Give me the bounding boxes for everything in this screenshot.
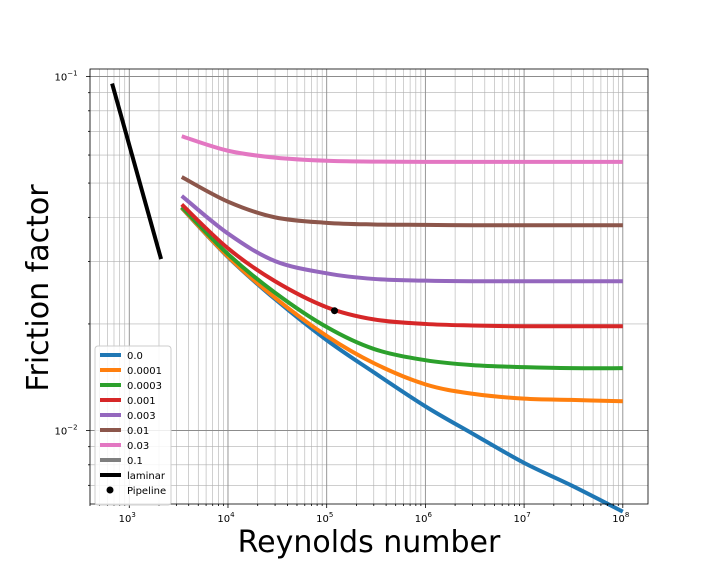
legend-label: laminar xyxy=(127,471,166,482)
series-line-0-03 xyxy=(181,134,623,164)
minor-grid xyxy=(89,69,648,504)
legend: 0.0 0.0001 0.0003 0.001 0.003 0.01 0.03 0.1 lami… xyxy=(94,345,172,506)
x-axis-title: Reynolds number xyxy=(238,525,501,560)
series-line-0-0001 xyxy=(180,206,623,404)
series-line-0-001 xyxy=(180,203,623,329)
x-tick-label: 108 xyxy=(612,511,629,525)
x-tick-label: 107 xyxy=(513,511,530,525)
x-tick-base: 10 xyxy=(612,514,625,525)
legend-label: 0.0 xyxy=(127,351,143,362)
y-tick-label: 10−1 xyxy=(54,70,77,84)
y-axis-title: Friction factor xyxy=(21,184,56,392)
y-tick-exponent: −1 xyxy=(67,70,77,78)
x-tick-exponent: 7 xyxy=(526,511,530,519)
legend-label: 0.001 xyxy=(127,396,156,407)
legend-label: 0.003 xyxy=(127,411,156,422)
y-tick-label: 10−2 xyxy=(54,424,77,438)
x-tick-label: 104 xyxy=(217,511,235,525)
series-line-laminar xyxy=(110,83,164,260)
x-tick-exponent: 4 xyxy=(230,511,235,519)
series-line-0-003 xyxy=(180,194,623,284)
y-tick-base: 10 xyxy=(54,73,67,84)
x-tick-label: 103 xyxy=(119,511,136,525)
x-tick-base: 10 xyxy=(316,514,329,525)
legend-marker xyxy=(106,486,114,494)
points-layer xyxy=(331,307,339,315)
legend-label: 0.0001 xyxy=(127,366,162,377)
x-tick-base: 10 xyxy=(217,514,230,525)
x-tick-base: 10 xyxy=(513,514,526,525)
plot-area xyxy=(89,68,649,514)
y-axis-ticks: 10−210−1 xyxy=(54,70,90,486)
x-tick-exponent: 8 xyxy=(625,511,629,519)
x-tick-exponent: 3 xyxy=(131,511,135,519)
legend-label: 0.1 xyxy=(127,456,143,467)
pipeline-point xyxy=(331,307,339,315)
plot-background xyxy=(90,69,648,504)
y-tick-base: 10 xyxy=(54,427,67,438)
legend-label: Pipeline xyxy=(127,486,166,497)
x-tick-exponent: 5 xyxy=(329,511,333,519)
plot-frame xyxy=(89,68,649,505)
x-tick-base: 10 xyxy=(119,514,132,525)
x-tick-exponent: 6 xyxy=(428,511,433,519)
y-tick-exponent: −2 xyxy=(67,424,77,432)
x-tick-label: 106 xyxy=(415,511,433,525)
series-line-0-01 xyxy=(180,175,623,228)
legend-label: 0.03 xyxy=(127,441,149,452)
x-tick-base: 10 xyxy=(415,514,428,525)
x-axis-ticks: 103 104 105 106 107 108 xyxy=(89,504,629,525)
series-line-0-0003 xyxy=(180,205,623,371)
legend-label: 0.01 xyxy=(127,426,149,437)
x-tick-label: 105 xyxy=(316,511,333,525)
series-layer xyxy=(110,83,624,514)
legend-label: 0.0003 xyxy=(127,381,162,392)
